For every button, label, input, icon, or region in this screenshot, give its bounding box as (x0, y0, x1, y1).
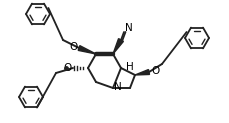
Polygon shape (112, 39, 123, 54)
Text: O: O (69, 42, 78, 52)
Text: O: O (150, 66, 158, 76)
Text: N: N (114, 82, 121, 92)
Text: O: O (63, 63, 72, 73)
Polygon shape (78, 46, 95, 54)
Text: N: N (124, 23, 132, 33)
Polygon shape (134, 69, 149, 75)
Text: H: H (125, 62, 133, 72)
